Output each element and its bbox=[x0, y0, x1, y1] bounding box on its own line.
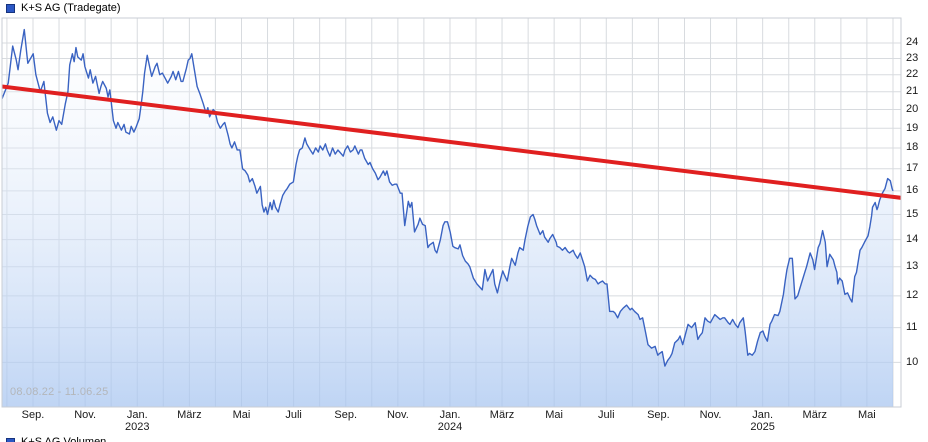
x-tick-label: Jan. bbox=[439, 409, 461, 421]
x-tick-label: Jan. bbox=[752, 409, 774, 421]
y-tick-label: 18 bbox=[906, 141, 919, 154]
x-tick-year-label: 2023 bbox=[125, 421, 150, 433]
y-tick-label: 11 bbox=[906, 321, 918, 334]
volume-legend[interactable]: K+S AG Volumen bbox=[6, 436, 106, 442]
volume-color-swatch bbox=[6, 437, 15, 442]
x-tick-label: Nov. bbox=[386, 409, 409, 421]
x-tick-label: Nov. bbox=[699, 409, 722, 421]
x-tick-year-label: 2024 bbox=[437, 421, 463, 433]
y-tick-label: 14 bbox=[906, 233, 919, 246]
y-tick-label: 12 bbox=[906, 289, 919, 302]
x-tick-label: Juli bbox=[598, 409, 615, 421]
y-tick-label: 20 bbox=[906, 102, 919, 115]
y-tick-label: 19 bbox=[906, 121, 919, 134]
x-tick-label: Sep. bbox=[334, 409, 358, 421]
y-tick-label: 23 bbox=[906, 52, 919, 64]
x-tick-label: Sep. bbox=[647, 409, 670, 421]
x-tick-label: Mai bbox=[232, 409, 251, 421]
x-tick-label: Mai bbox=[858, 409, 876, 421]
x-tick-label: März bbox=[802, 409, 827, 421]
y-tick-label: 24 bbox=[906, 36, 919, 49]
x-tick-label: Mai bbox=[545, 409, 564, 421]
x-tick-label: Nov. bbox=[74, 409, 97, 421]
series-color-swatch bbox=[6, 3, 15, 13]
x-tick-label: März bbox=[177, 409, 202, 421]
x-tick-year-label: 2025 bbox=[750, 421, 775, 433]
y-tick-label: 16 bbox=[906, 184, 919, 197]
x-tick-label: Jan. bbox=[126, 409, 148, 421]
y-tick-label: 21 bbox=[906, 85, 919, 98]
y-tick-label: 10 bbox=[906, 355, 919, 368]
chart-legend[interactable]: K+S AG (Tradegate) bbox=[6, 2, 121, 14]
series-label: K+S AG (Tradegate) bbox=[21, 2, 121, 14]
y-tick-label: 22 bbox=[906, 68, 919, 81]
x-tick-label: März bbox=[489, 409, 515, 421]
date-range-watermark: 08.08.22 - 11.06.25 bbox=[10, 386, 109, 398]
y-tick-label: 17 bbox=[906, 162, 919, 175]
volume-series-label: K+S AG Volumen bbox=[21, 436, 107, 442]
y-tick-label: 13 bbox=[906, 260, 919, 273]
y-tick-label: 15 bbox=[906, 207, 919, 220]
x-tick-label: Juli bbox=[285, 409, 302, 421]
x-tick-label: Sep. bbox=[21, 409, 45, 421]
